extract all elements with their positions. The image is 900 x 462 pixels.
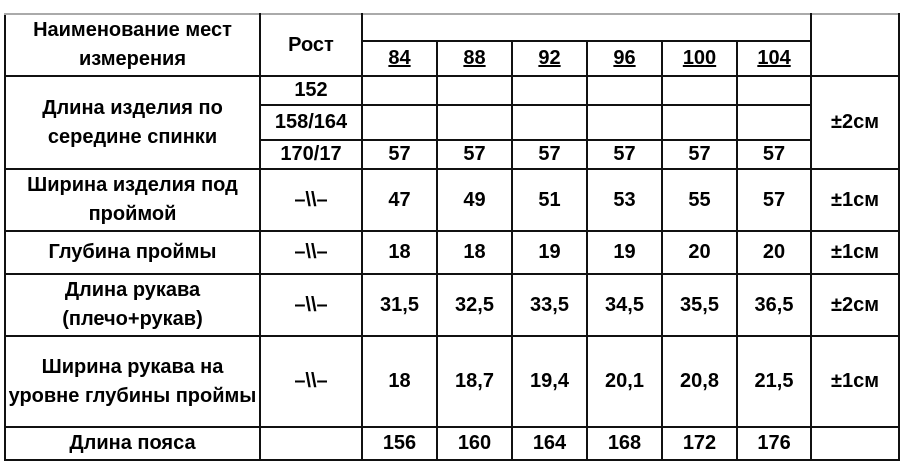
table-row: 158/164	[5, 104, 899, 141]
table-row: Ширина изделия под проймой –\\– 47 49 51 53 55…	[4, 168, 900, 232]
value-cell: 32,5	[436, 273, 513, 337]
height-cell: –\\–	[259, 168, 363, 232]
height-cell: 170/17	[259, 139, 363, 170]
size-header-cell: 84	[361, 40, 438, 77]
value-cell	[436, 104, 513, 141]
measurement-name-cell: Длина пояса	[4, 426, 261, 461]
value-cell: 57	[361, 139, 438, 170]
value-cell	[586, 75, 663, 106]
value-cell	[661, 104, 738, 141]
value-cell	[361, 75, 438, 106]
measurement-name-cell: Длина изделия по середине спинки	[4, 75, 261, 170]
value-cell: 19	[586, 230, 663, 275]
header-height-cell: Рост	[259, 13, 363, 77]
value-cell: 34,5	[586, 273, 663, 337]
value-cell: 176	[735, 426, 813, 461]
measurement-name-cell: Длина рукава (плечо+рукав)	[4, 273, 261, 337]
value-cell	[511, 104, 588, 141]
value-cell: 18	[361, 230, 438, 275]
value-cell: 53	[586, 168, 663, 232]
size-label: 92	[538, 47, 561, 69]
measurement-name-cell: Ширина изделия под проймой	[4, 168, 261, 232]
table-row: Длина рукава (плечо+рукав) –\\– 31,5 32,5 33…	[4, 273, 900, 337]
value-cell: 168	[586, 426, 663, 461]
value-cell: 18,7	[436, 335, 513, 428]
measurement-name-cell: Ширина рукава на уровне глубины проймы	[4, 335, 261, 428]
header-tolerance-cell	[810, 13, 900, 77]
value-cell: 18	[436, 230, 513, 275]
size-header-cell: 104	[735, 40, 813, 77]
table-row: 170/17 57 57 57 57 57 57	[5, 139, 899, 170]
size-header-cell: 100	[661, 40, 738, 77]
measurement-name-cell: Глубина проймы	[4, 230, 261, 275]
height-cell: –\\–	[259, 273, 363, 337]
header-name-cell: Наименование мест измерения	[4, 13, 261, 77]
table-row: Ширина рукава на уровне глубины проймы –\…	[4, 335, 900, 428]
tolerance-cell: ±2см	[810, 273, 900, 337]
value-cell: 55	[661, 168, 738, 232]
value-cell: 47	[361, 168, 438, 232]
height-cell: 158/164	[259, 104, 363, 141]
value-cell: 57	[586, 139, 663, 170]
table-row: Глубина проймы –\\– 18 18 19 19 20 20 ±1см	[4, 230, 900, 275]
value-cell	[436, 75, 513, 106]
size-measurement-table: Наименование мест измерения Рост 84 88 92 96 1…	[4, 13, 900, 461]
value-cell	[586, 104, 663, 141]
value-cell: 20,8	[661, 335, 738, 428]
height-cell	[259, 426, 363, 461]
value-cell: 20,1	[586, 335, 663, 428]
height-cell: 152	[259, 75, 363, 106]
size-header-cell: 96	[586, 40, 663, 77]
size-label: 84	[388, 47, 411, 69]
value-cell: 164	[511, 426, 588, 461]
value-cell	[735, 75, 813, 106]
value-cell: 172	[661, 426, 738, 461]
size-label: 104	[757, 47, 791, 69]
value-cell: 49	[436, 168, 513, 232]
value-cell: 160	[436, 426, 513, 461]
value-cell: 57	[661, 139, 738, 170]
size-header-cell: 92	[511, 40, 588, 77]
value-cell: 21,5	[735, 335, 813, 428]
tolerance-cell	[810, 426, 900, 461]
tolerance-cell: ±1см	[810, 230, 900, 275]
tolerance-cell: ±1см	[810, 168, 900, 232]
value-cell: 57	[735, 168, 813, 232]
value-cell: 20	[661, 230, 738, 275]
header-sizes-row: 84 88 92 96 100 104	[5, 40, 899, 77]
value-cell	[661, 75, 738, 106]
header-size-group-cell	[360, 13, 813, 42]
value-cell: 35,5	[661, 273, 738, 337]
table-row: Длина изделия по середине спинки 152 ±2см	[4, 75, 900, 170]
value-cell: 18	[361, 335, 438, 428]
height-cell: –\\–	[259, 335, 363, 428]
height-cell: –\\–	[259, 230, 363, 275]
value-cell: 57	[436, 139, 513, 170]
tolerance-cell: ±1см	[810, 335, 900, 428]
size-label: 88	[463, 47, 486, 69]
value-cell: 33,5	[511, 273, 588, 337]
value-cell: 156	[361, 426, 438, 461]
value-cell: 31,5	[361, 273, 438, 337]
tolerance-cell: ±2см	[810, 75, 900, 170]
value-cell: 19	[511, 230, 588, 275]
value-cell	[511, 75, 588, 106]
size-label: 96	[613, 47, 636, 69]
value-cell: 20	[735, 230, 813, 275]
value-cell: 57	[735, 139, 813, 170]
value-cell: 57	[511, 139, 588, 170]
size-label: 100	[682, 47, 717, 69]
value-cell: 36,5	[735, 273, 813, 337]
value-cell	[361, 104, 438, 141]
value-cell: 19,4	[511, 335, 588, 428]
header-row: Наименование мест измерения Рост	[4, 13, 900, 77]
value-cell: 51	[511, 168, 588, 232]
size-header-cell: 88	[436, 40, 513, 77]
value-cell	[735, 104, 813, 141]
table-row: Длина пояса 156 160 164 168 172 176	[4, 426, 900, 461]
